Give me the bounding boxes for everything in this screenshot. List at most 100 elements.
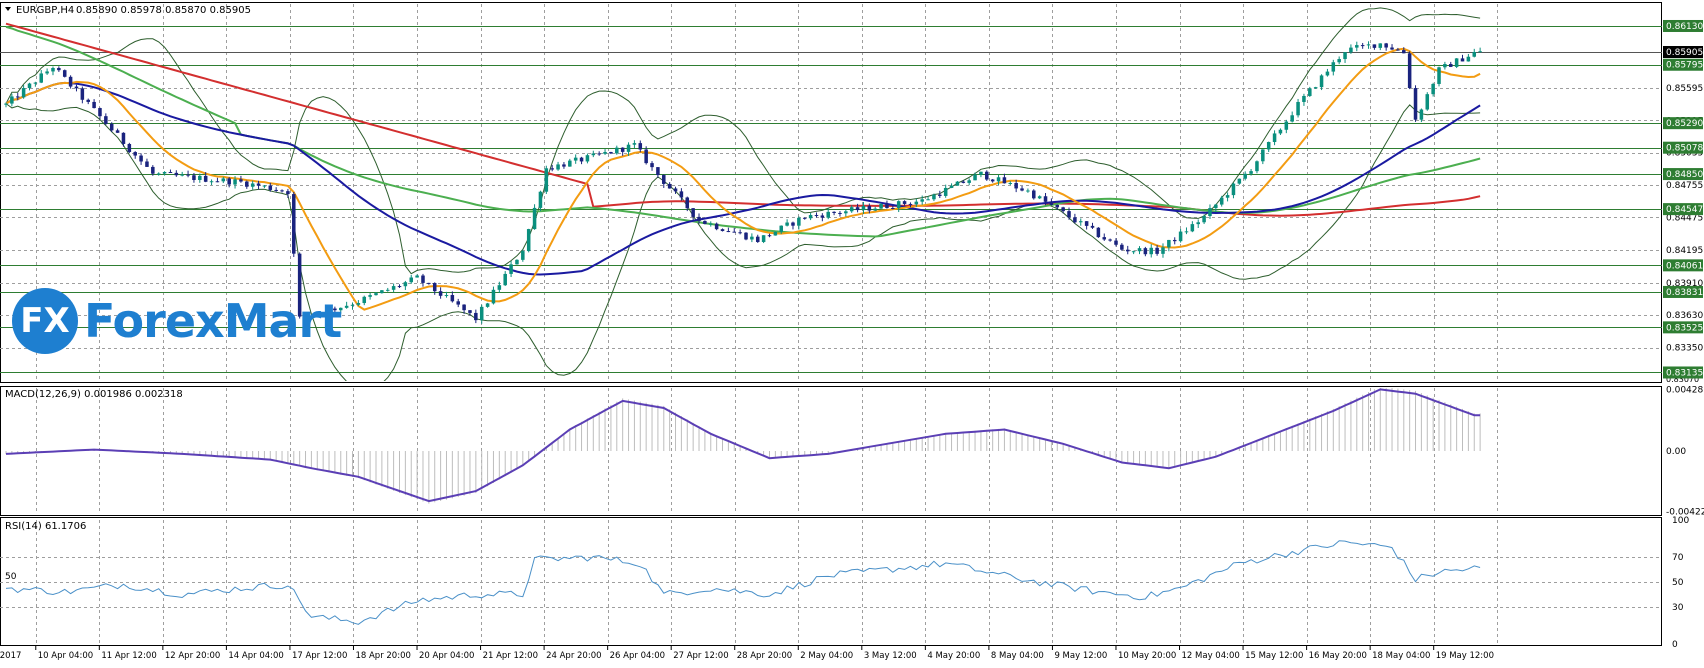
candle (1167, 239, 1171, 252)
candle (797, 216, 801, 230)
candle (855, 203, 860, 213)
candle (432, 282, 437, 295)
candle-body (1231, 183, 1236, 196)
candle (779, 225, 783, 234)
candle-body (638, 143, 643, 150)
candle (127, 142, 132, 154)
candle (1331, 59, 1336, 76)
candle (286, 188, 290, 198)
candle (133, 151, 137, 159)
candle (879, 202, 883, 209)
candle-body (479, 306, 484, 321)
candle (1302, 93, 1306, 106)
candle-body (1161, 247, 1165, 254)
time-tick-label: 4 May 20:00 (927, 651, 980, 661)
candle (961, 180, 966, 184)
candle-body (908, 203, 913, 205)
candle (738, 229, 742, 235)
candle-body (350, 304, 355, 306)
candle-body (1384, 43, 1388, 48)
candle (80, 86, 85, 104)
candle (274, 187, 278, 192)
candle-body (10, 96, 14, 104)
candle-body (844, 211, 848, 214)
candle-body (380, 290, 384, 294)
candle-body (156, 173, 161, 175)
candle-body (961, 181, 966, 183)
candle-body (1149, 247, 1153, 255)
candle-body (133, 152, 137, 156)
price-level-tag-label: 0.83831 (1666, 288, 1703, 298)
candle-body (1020, 188, 1024, 191)
candle (1349, 44, 1353, 54)
candle (1137, 246, 1142, 255)
candle (198, 173, 202, 183)
candle-body (767, 235, 772, 237)
candle (303, 316, 308, 321)
candle-body (192, 175, 196, 180)
candle-body (990, 179, 995, 182)
candle (250, 180, 255, 190)
candle (374, 292, 378, 296)
main-panel-frame (0, 2, 1662, 383)
candle-body (750, 236, 754, 240)
candle (714, 222, 719, 231)
candle (186, 170, 190, 178)
candle (1431, 82, 1435, 97)
candle-body (485, 303, 490, 307)
candle-body (1337, 59, 1341, 63)
candle-body (1390, 47, 1394, 50)
candle (662, 174, 666, 188)
candle (691, 208, 695, 221)
candle (297, 252, 302, 319)
candle-body (1208, 208, 1212, 216)
candle (1008, 181, 1013, 186)
candle-body (239, 179, 243, 182)
price-tick-label: 0.83910 (1666, 279, 1703, 289)
candle-body (526, 229, 531, 252)
candle (1296, 98, 1300, 118)
candle (626, 142, 631, 156)
time-tick-label: 10 May 20:00 (1118, 651, 1176, 661)
candle-body (462, 304, 466, 311)
candle (767, 233, 772, 238)
candle-body (292, 194, 296, 254)
candle (1402, 47, 1406, 54)
collapse-triangle-icon[interactable] (5, 7, 11, 11)
candle-body (550, 168, 554, 170)
candle (526, 228, 531, 253)
candle-body (491, 289, 496, 304)
candle-body (938, 194, 942, 196)
candle (1196, 219, 1200, 228)
candle-body (1290, 115, 1294, 122)
candle (444, 291, 449, 298)
candle-body (1319, 75, 1324, 88)
candle-body (667, 183, 672, 189)
candle (180, 171, 184, 177)
candle (1172, 237, 1177, 245)
candle (632, 140, 637, 149)
candle-body (679, 191, 684, 198)
price-level-tag-label: 0.85795 (1666, 61, 1703, 71)
candle-body (415, 275, 419, 278)
candle-body (39, 73, 43, 83)
candle (1290, 111, 1294, 123)
candle-body (1266, 142, 1271, 150)
candle (1413, 85, 1418, 122)
candle (203, 172, 208, 183)
candle (1390, 44, 1394, 50)
candle (1478, 47, 1482, 53)
candle (1396, 47, 1400, 51)
candle (1449, 61, 1453, 68)
candle (673, 186, 678, 194)
candle (620, 147, 625, 156)
candle (1343, 52, 1347, 63)
price-tick-label: 0.83630 (1666, 311, 1703, 321)
candle-body (973, 174, 977, 181)
price-tick-label: 0.84475 (1666, 213, 1703, 223)
candle-body (1249, 171, 1253, 174)
candle-body (773, 231, 778, 236)
candle (151, 165, 155, 176)
